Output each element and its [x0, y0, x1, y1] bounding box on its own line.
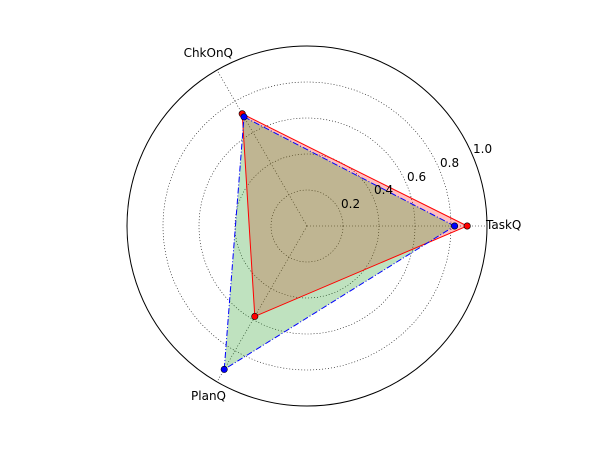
series-0-area [242, 113, 468, 317]
label-layer: TaskQ ChkOnQ PlanQ 0.2 0.4 0.6 0.8 1.0 [184, 46, 522, 403]
series-layer [126, 45, 488, 407]
series-0-line [241, 112, 469, 318]
series-0-point-taskq [463, 222, 471, 230]
axis-label-planq: PlanQ [191, 389, 226, 403]
axis-label-chkonq: ChkOnQ [184, 46, 233, 60]
series-0-point-planq [251, 312, 259, 320]
rgrid-label-0.6: 0.6 [407, 170, 426, 184]
series-1-area [224, 116, 455, 370]
series-1-line [223, 116, 456, 371]
series-1-point-planq [220, 365, 228, 373]
series-1-point-chkonq [240, 113, 248, 121]
rgrid-label-0.4: 0.4 [374, 183, 393, 197]
rgrid-label-1.0: 1.0 [473, 142, 492, 156]
radial-gridline [216, 69, 308, 227]
rgrid-label-0.8: 0.8 [440, 156, 459, 170]
outer-circle [126, 45, 488, 407]
axis-label-taskq: TaskQ [485, 218, 521, 232]
rgrid-label-0.2: 0.2 [341, 197, 360, 211]
series-1-point-taskq [451, 222, 459, 230]
radial-gridline [216, 225, 308, 383]
